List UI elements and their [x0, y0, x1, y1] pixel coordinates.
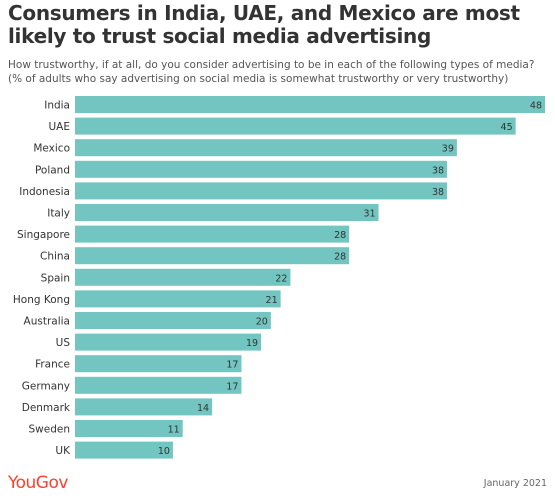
value-label-italy: 31 [363, 209, 375, 220]
category-label-poland: Poland [35, 164, 70, 176]
category-label-australia: Australia [24, 316, 70, 328]
value-label-denmark: 14 [197, 403, 209, 414]
category-label-indonesia: Indonesia [19, 186, 70, 198]
category-label-mexico: Mexico [33, 143, 70, 155]
bar-australia [75, 312, 271, 329]
value-label-us: 19 [246, 338, 258, 349]
chart-subtitle: How trustworthy, if at all, do you consi… [8, 59, 535, 85]
bar-poland [75, 160, 448, 178]
value-label-china: 28 [334, 252, 346, 263]
category-label-spain: Spain [41, 272, 70, 284]
category-label-us: US [56, 337, 71, 349]
value-label-france: 17 [226, 360, 238, 371]
category-label-uk: UK [55, 445, 71, 457]
category-label-italy: Italy [47, 208, 70, 220]
bar-denmark [75, 398, 213, 416]
value-label-mexico: 39 [442, 144, 454, 155]
bar-singapore [75, 225, 350, 243]
bar-us [75, 333, 262, 351]
value-label-india: 48 [530, 101, 542, 112]
category-label-singapore: Singapore [17, 229, 70, 241]
value-label-poland: 38 [432, 165, 444, 176]
category-label-china: China [40, 251, 70, 263]
bar-indonesia [75, 182, 448, 200]
category-label-sweden: Sweden [29, 424, 71, 436]
bar-india [75, 96, 545, 113]
value-label-germany: 17 [226, 381, 238, 392]
value-label-sweden: 11 [168, 425, 180, 436]
chart-title: Consumers in India, UAE, and Mexico are … [8, 1, 520, 48]
bar-chart: India 48 UAE 45 Mexico 39 Poland 38 Indonesia 38 I… [13, 96, 545, 459]
bar-uae [75, 117, 516, 135]
bar-sweden [75, 420, 183, 437]
bar-mexico [75, 139, 457, 157]
value-label-australia: 20 [256, 317, 268, 328]
bar-uk [75, 441, 173, 459]
category-label-uae: UAE [48, 121, 70, 133]
value-label-spain: 22 [275, 273, 287, 284]
value-label-uae: 45 [501, 122, 513, 133]
bar-spain [75, 268, 291, 286]
category-label-india: India [44, 100, 70, 112]
category-label-hong-kong: Hong Kong [13, 294, 70, 306]
yougov-logo: YouGov [8, 473, 68, 493]
value-label-hong-kong: 21 [266, 295, 278, 306]
category-label-france: France [35, 359, 70, 371]
value-label-uk: 10 [158, 446, 170, 457]
bar-italy [75, 204, 379, 221]
category-label-germany: Germany [22, 380, 70, 392]
value-label-singapore: 28 [334, 230, 346, 241]
bar-hong-kong [75, 290, 281, 308]
bar-china [75, 247, 350, 265]
bar-germany [75, 376, 242, 394]
value-label-indonesia: 38 [432, 187, 444, 198]
bar-france [75, 355, 242, 373]
category-label-denmark: Denmark [22, 402, 71, 414]
date-label: January 2021 [483, 478, 547, 489]
